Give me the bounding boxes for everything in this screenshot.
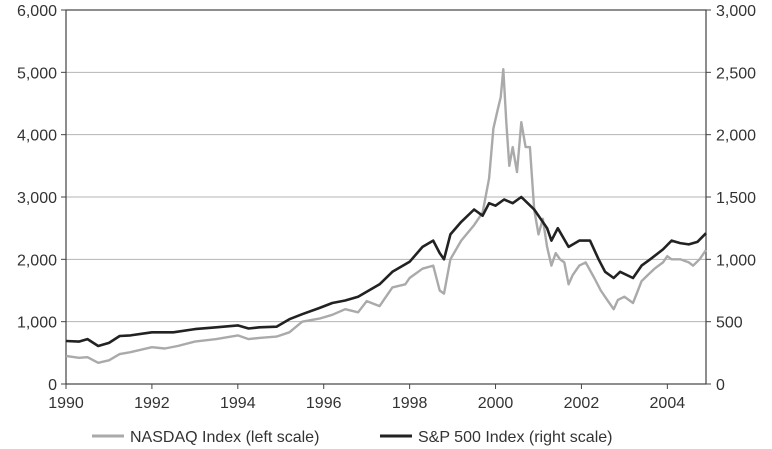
y2-tick-label: 1,000: [716, 252, 756, 269]
y-tick-label: 4,000: [17, 128, 57, 145]
y-tick-label: 5,000: [17, 65, 57, 82]
series-line-sp500: [65, 195, 707, 348]
y2-tick-label: 0: [716, 377, 725, 394]
y2-tick-label: 1,500: [716, 190, 756, 207]
x-tick-label: 1996: [306, 395, 342, 412]
y2-tick-label: 3,000: [716, 3, 756, 20]
legend: NASDAQ Index (left scale) S&P 500 Index …: [92, 429, 612, 446]
x-tick-label: 1994: [220, 395, 256, 412]
x-tick-label: 2004: [650, 395, 686, 412]
y2-tick-label: 500: [716, 315, 743, 332]
series-layer: [65, 67, 707, 364]
x-tick-label: 1992: [134, 395, 170, 412]
y2-tick-label: 2,000: [716, 128, 756, 145]
y-tick-label: 1,000: [17, 315, 57, 332]
y2-tick-label: 2,500: [716, 65, 756, 82]
right-y-axis: 0 500 1,000 1,500 2,000 2,500 3,000: [706, 3, 756, 394]
series-line-nasdaq: [65, 67, 707, 364]
legend-label-nasdaq: NASDAQ Index (left scale): [130, 429, 319, 446]
y-tick-label: 2,000: [17, 252, 57, 269]
y-tick-label: 6,000: [17, 3, 57, 20]
x-axis: 1990 1992 1994 1996 1998 2000 2002 2004: [48, 384, 685, 412]
x-tick-label: 1998: [392, 395, 428, 412]
x-tick-label: 2000: [478, 395, 514, 412]
left-y-axis: 0 1,000 2,000 3,000 4,000 5,000 6,000: [17, 3, 66, 394]
legend-label-sp500: S&P 500 Index (right scale): [418, 429, 612, 446]
x-tick-label: 1990: [48, 395, 84, 412]
grid-lines: [66, 71, 706, 323]
x-tick-label: 2002: [564, 395, 600, 412]
y-tick-label: 0: [48, 377, 57, 394]
y-tick-label: 3,000: [17, 190, 57, 207]
